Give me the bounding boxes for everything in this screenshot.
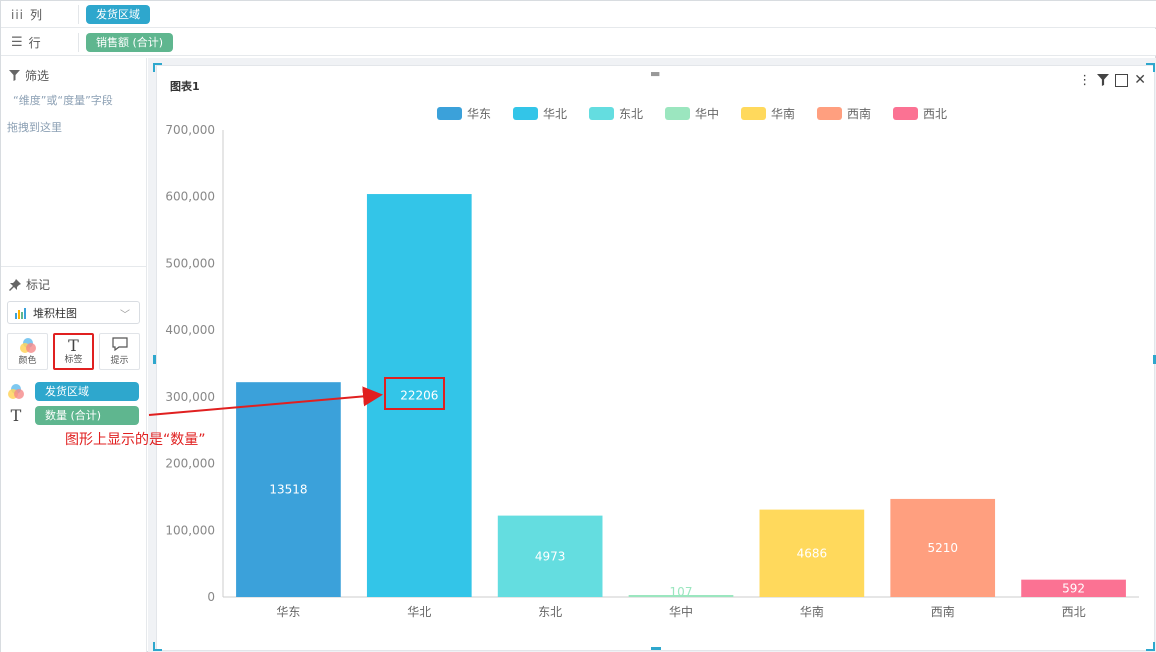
- color-button-label: 颜色: [18, 356, 37, 366]
- columns-shelf: iii 列 发货区域: [1, 1, 1156, 28]
- left-panel: 筛选 “维度”或“度量”字段 拖拽到这里 标记 堆积柱图 ﹀ 颜色 T 标签: [1, 58, 147, 652]
- tooltip-mark-button[interactable]: 提示: [99, 333, 140, 370]
- more-icon[interactable]: ⋮: [1078, 72, 1092, 88]
- selection-corner: [1146, 642, 1155, 651]
- shelf-divider: [78, 5, 79, 24]
- resize-handle[interactable]: [1153, 355, 1156, 364]
- selection-corner: [1146, 63, 1155, 72]
- panel-divider: [1, 266, 147, 267]
- chart-card[interactable]: ▬ 图表1 ⋮ ✕: [156, 65, 1155, 651]
- chart-type-label: 堆积柱图: [33, 306, 77, 320]
- columns-icon: iii: [11, 7, 25, 22]
- filter-drop-hint-2: 拖拽到这里: [7, 121, 62, 134]
- label-encoding-row: T 数量 (合计): [7, 406, 139, 425]
- color-icon: [8, 337, 47, 358]
- rows-shelf-label: 行: [28, 36, 41, 50]
- selection-corner: [153, 63, 162, 72]
- drag-handle-icon[interactable]: ▬: [650, 67, 661, 80]
- selection-corner: [153, 642, 162, 651]
- resize-handle[interactable]: [651, 647, 661, 650]
- card-toolbar: ⋮ ✕: [1078, 72, 1146, 88]
- columns-shelf-header: iii 列: [11, 1, 42, 28]
- speech-bubble-icon: [100, 337, 139, 354]
- color-icon: [8, 383, 24, 399]
- columns-field-pill[interactable]: 发货区域: [86, 5, 150, 24]
- shelf-divider: [78, 33, 79, 52]
- rows-icon: ☰: [11, 35, 23, 50]
- filter-icon[interactable]: [1097, 74, 1110, 86]
- rows-shelf: ☰ 行 销售额 (合计): [1, 29, 1156, 56]
- color-mark-button[interactable]: 颜色: [7, 333, 48, 370]
- label-button-label: 标签: [64, 355, 83, 365]
- filter-header: 筛选: [9, 67, 49, 84]
- pin-icon: [9, 278, 21, 291]
- chart-type-select[interactable]: 堆积柱图 ﹀: [7, 301, 140, 324]
- text-icon: T: [10, 406, 22, 425]
- color-encoding-row: 发货区域: [7, 382, 139, 401]
- tooltip-button-label: 提示: [110, 356, 129, 366]
- rows-field-pill[interactable]: 销售额 (合计): [86, 33, 174, 52]
- chart-title: 图表1: [170, 80, 200, 93]
- filter-icon: [9, 70, 20, 81]
- label-mark-button[interactable]: T 标签: [53, 333, 94, 370]
- resize-handle[interactable]: [153, 355, 156, 364]
- chevron-down-icon: ﹀: [120, 310, 130, 321]
- label-field-pill[interactable]: 数量 (合计): [35, 406, 139, 425]
- annotation-highlight-box: [384, 377, 445, 410]
- filter-title: 筛选: [25, 69, 50, 83]
- text-icon: T: [68, 336, 79, 355]
- columns-shelf-label: 列: [30, 8, 43, 22]
- close-icon[interactable]: ✕: [1134, 72, 1146, 88]
- color-field-pill[interactable]: 发货区域: [35, 382, 139, 401]
- bar-chart-icon: [15, 307, 26, 319]
- maximize-icon[interactable]: [1115, 73, 1129, 87]
- marks-header: 标记: [9, 276, 50, 293]
- filter-drop-hint: “维度”或“度量”字段: [13, 94, 113, 107]
- marks-title: 标记: [26, 278, 51, 292]
- rows-shelf-header: ☰ 行: [11, 29, 41, 56]
- annotation-text: 图形上显示的是“数量”: [65, 432, 206, 448]
